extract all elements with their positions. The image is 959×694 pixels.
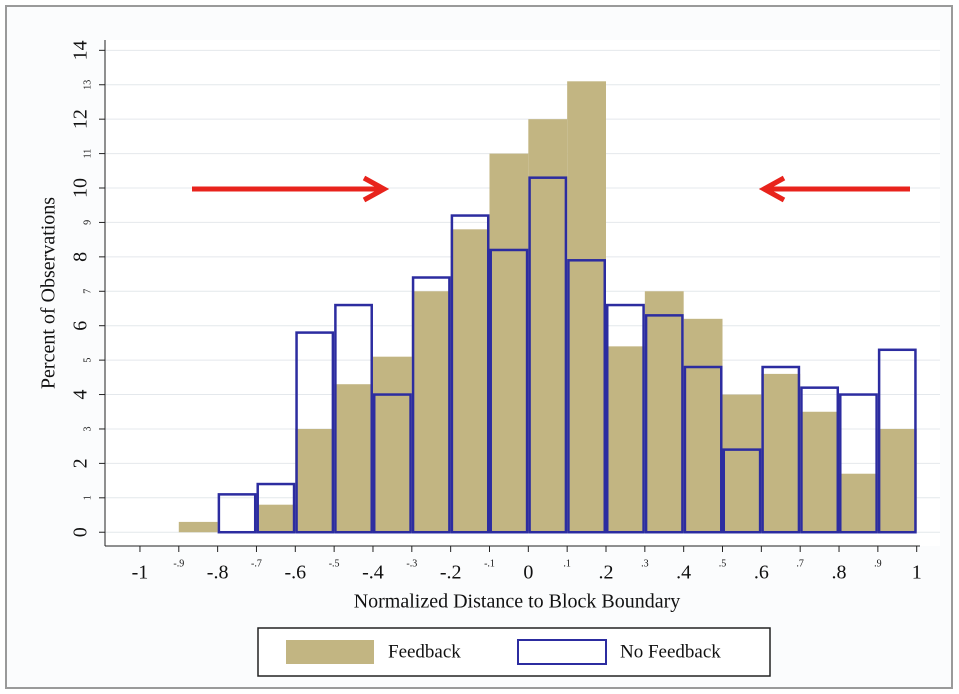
bar [683, 318, 723, 533]
bar [411, 276, 451, 534]
bar [489, 248, 529, 534]
x-tick-label: -.5 [329, 558, 340, 569]
bar [606, 346, 645, 533]
bar [644, 314, 684, 534]
y-tick-label: 4 [70, 390, 92, 400]
bar [839, 473, 878, 533]
bar [683, 365, 723, 534]
y-tick-label: 9 [82, 220, 93, 225]
x-tick-label: .9 [874, 558, 882, 569]
x-tick-label: -.2 [440, 562, 462, 584]
bar [372, 356, 412, 533]
x-tick-label: .6 [754, 562, 769, 584]
y-tick-label: 1 [82, 495, 93, 500]
bar [877, 428, 917, 533]
x-axis-title: Normalized Distance to Block Boundary [354, 591, 681, 613]
x-tick-label: -.1 [484, 558, 495, 569]
x-tick-label: 1 [912, 562, 922, 584]
bar [877, 348, 917, 534]
x-tick-label: .4 [676, 562, 691, 584]
bar [606, 303, 645, 534]
legend-label: Feedback [388, 641, 461, 662]
bar [567, 259, 606, 534]
x-tick-label: .3 [641, 558, 649, 569]
bar [372, 393, 412, 534]
bar [800, 386, 840, 534]
arrow-head [758, 175, 786, 203]
bar [722, 448, 762, 534]
bar [528, 176, 568, 534]
bar [450, 214, 490, 534]
y-tick-label: 3 [82, 426, 93, 431]
x-tick-label: .2 [599, 562, 614, 584]
bar [334, 384, 373, 533]
bar [528, 119, 568, 533]
bar [334, 303, 373, 534]
y-tick-label: 8 [70, 252, 92, 262]
x-tick-label: -.7 [251, 558, 262, 569]
y-tick-label: 6 [70, 321, 92, 331]
bar [295, 331, 335, 534]
x-tick-label: -.8 [207, 562, 229, 584]
bar [489, 153, 529, 533]
bar [761, 365, 801, 534]
y-axis-title: Percent of Observations [38, 197, 60, 389]
y-tick-label: 14 [70, 40, 92, 60]
arrow-head [362, 175, 390, 203]
bar [295, 428, 335, 533]
y-tick-label: 5 [82, 358, 93, 363]
x-tick-label: -.3 [406, 558, 417, 569]
bar [450, 229, 490, 533]
legend-swatch [286, 640, 374, 664]
bar [761, 373, 801, 533]
y-tick-label: 10 [70, 178, 92, 198]
x-tick-label: .5 [719, 558, 727, 569]
y-tick-label: 0 [70, 527, 92, 537]
legend-swatch [517, 639, 607, 665]
bar [839, 393, 878, 534]
bar [567, 81, 606, 533]
bar [178, 521, 218, 533]
x-tick-label: 0 [523, 562, 533, 584]
bar [722, 394, 762, 533]
x-tick-label: .1 [563, 558, 571, 569]
bar [256, 504, 296, 533]
arrows [192, 175, 910, 203]
bar [800, 411, 840, 533]
bar [411, 291, 451, 533]
legend-label: No Feedback [620, 641, 721, 662]
bar [256, 482, 296, 534]
x-tick-label: -.9 [173, 558, 184, 569]
x-tick-label: -.6 [284, 562, 306, 584]
y-tick-label: 12 [70, 109, 92, 129]
y-tick-label: 2 [70, 458, 92, 468]
x-tick-label: .8 [832, 562, 847, 584]
y-tick-label: 7 [82, 289, 93, 294]
x-tick-label: -.4 [362, 562, 384, 584]
bar [644, 291, 684, 533]
bar [217, 493, 257, 534]
y-tick-label: 11 [82, 149, 93, 159]
x-tick-label: -1 [132, 562, 149, 584]
x-tick-label: .7 [796, 558, 804, 569]
y-tick-label: 13 [82, 80, 93, 90]
